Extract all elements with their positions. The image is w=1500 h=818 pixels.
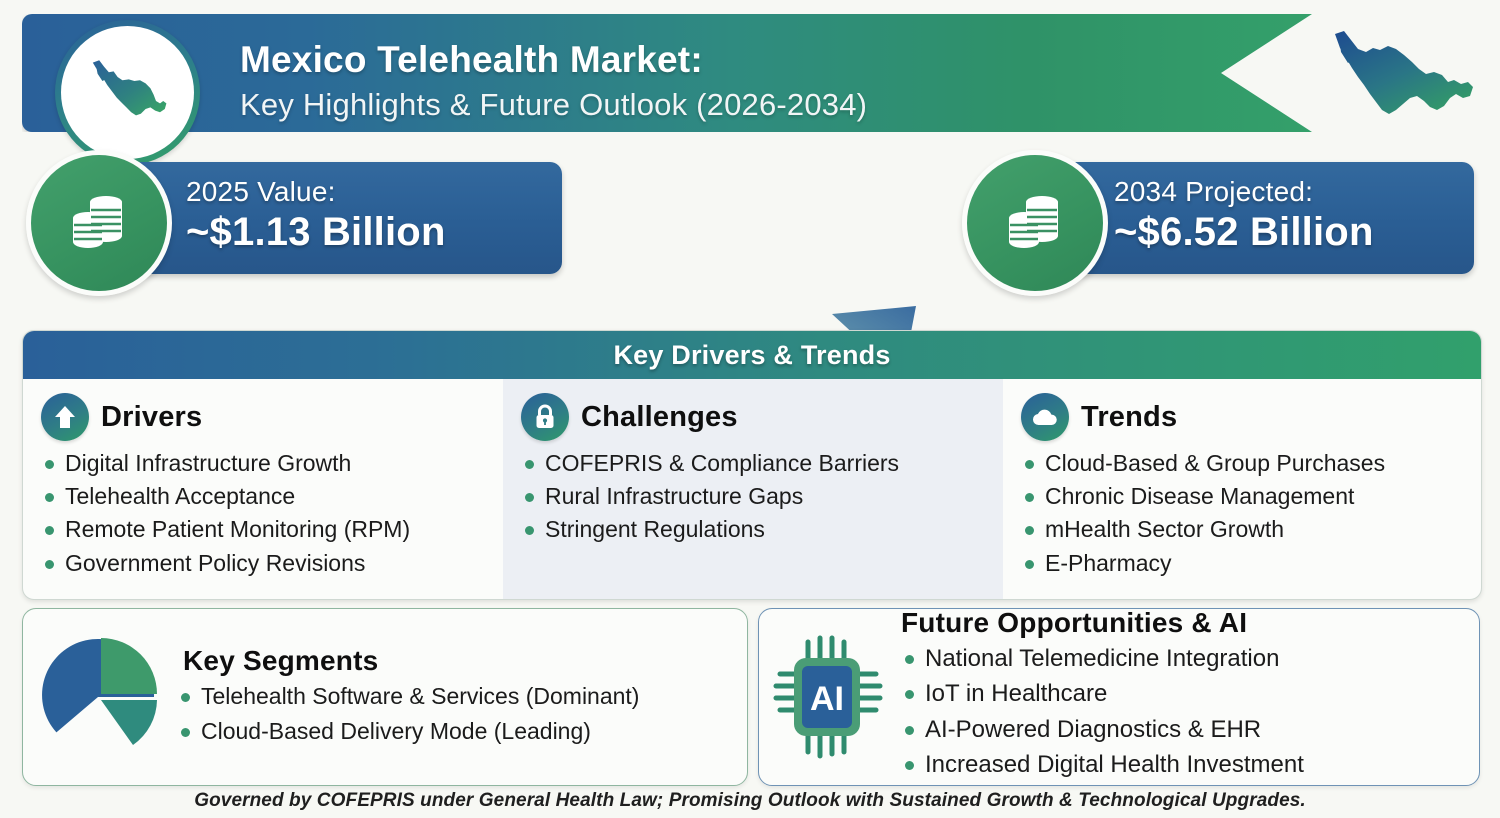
- column-title: Challenges: [581, 400, 738, 433]
- coin-stack-icon: [73, 196, 122, 248]
- column-header: Drivers: [41, 393, 487, 441]
- list-item: Telehealth Software & Services (Dominant…: [177, 680, 737, 713]
- page-subtitle: Key Highlights & Future Outlook (2026-20…: [240, 86, 868, 122]
- list-item: Chronic Disease Management: [1021, 480, 1465, 512]
- lock-icon: [536, 404, 554, 428]
- stat-card-2034-projected: 2034 Projected: ~$6.52 Billion: [962, 150, 1474, 296]
- ai-chip-wrap: AI: [759, 632, 899, 762]
- list-item: Government Policy Revisions: [41, 547, 487, 579]
- ai-chip-icon: AI: [773, 635, 883, 759]
- list-item: Telehealth Acceptance: [41, 480, 487, 512]
- stat-label: 2034 Projected:: [1114, 176, 1314, 207]
- key-segments-card: Key Segments Telehealth Software & Servi…: [22, 608, 748, 786]
- page-title: Mexico Telehealth Market:: [240, 39, 703, 80]
- key-drivers-panel: Key Drivers & Trends Drivers Digital Inf…: [22, 330, 1482, 600]
- header-logo-badge: [55, 20, 200, 165]
- column-challenges: Challenges COFEPRIS & Compliance Barrier…: [503, 379, 1003, 599]
- list-item: Remote Patient Monitoring (RPM): [41, 513, 487, 545]
- ai-chip-label: AI: [810, 680, 844, 718]
- panel-heading-text: Key Drivers & Trends: [613, 339, 891, 370]
- mexico-map-icon: [1335, 31, 1473, 114]
- stat-card-2025-value: 2025 Value: ~$1.13 Billion: [26, 150, 562, 296]
- lock-badge: [521, 393, 569, 441]
- list-item: Stringent Regulations: [521, 513, 987, 545]
- card-title: Key Segments: [183, 645, 379, 677]
- header-side-map: [1318, 22, 1490, 142]
- list-item: Rural Infrastructure Gaps: [521, 480, 987, 512]
- cloud-icon: [1032, 409, 1057, 426]
- list-item: Cloud-Based Delivery Mode (Leading): [177, 715, 737, 748]
- header-ribbon: [22, 14, 1312, 132]
- pie-chart-wrap: [23, 631, 173, 763]
- segments-body: Key Segments Telehealth Software & Servi…: [173, 645, 747, 749]
- column-title: Drivers: [101, 400, 203, 433]
- segments-list: Telehealth Software & Services (Dominant…: [177, 680, 737, 748]
- trends-list: Cloud-Based & Group Purchases Chronic Di…: [1021, 447, 1465, 579]
- list-item: Increased Digital Health Investment: [901, 748, 1469, 782]
- footer-note: Governed by COFEPRIS under General Healt…: [194, 790, 1306, 811]
- list-item: IoT in Healthcare: [901, 677, 1469, 711]
- future-opportunities-card: AI Future Opportunities & AI National Te…: [758, 607, 1480, 786]
- list-item: COFEPRIS & Compliance Barriers: [521, 447, 987, 479]
- column-header: Trends: [1021, 393, 1465, 441]
- up-arrow-icon: [55, 406, 75, 428]
- list-item: Digital Infrastructure Growth: [41, 447, 487, 479]
- stat-text: 2025 Value: ~$1.13 Billion: [186, 176, 446, 255]
- stat-value: ~$6.52 Billion: [1114, 210, 1374, 254]
- column-title: Trends: [1081, 400, 1178, 433]
- panel-header: Key Drivers & Trends: [23, 331, 1481, 379]
- stat-label: 2025 Value:: [186, 176, 336, 207]
- header-title-block: Mexico Telehealth Market: Key Highlights…: [240, 38, 867, 124]
- column-trends: Trends Cloud-Based & Group Purchases Chr…: [1003, 379, 1481, 599]
- stat-value: ~$1.13 Billion: [186, 210, 446, 254]
- card-title: Future Opportunities & AI: [901, 607, 1248, 639]
- stats-row: 2025 Value: ~$1.13 Billion CAGR ~21.5% (…: [0, 150, 1500, 492]
- drivers-list: Digital Infrastructure Growth Telehealth…: [41, 447, 487, 579]
- list-item: AI-Powered Diagnostics & EHR: [901, 713, 1469, 747]
- header-banner: Mexico Telehealth Market: Key Highlights…: [22, 14, 1312, 159]
- future-body: Future Opportunities & AI National Telem…: [899, 607, 1479, 782]
- coin-stack-badge: [962, 150, 1108, 296]
- pie-chart-icon: [42, 638, 157, 745]
- future-list: National Telemedicine Integration IoT in…: [901, 642, 1469, 781]
- list-item: National Telemedicine Integration: [901, 642, 1469, 676]
- list-item: mHealth Sector Growth: [1021, 513, 1465, 545]
- column-header: Challenges: [521, 393, 987, 441]
- panel-columns: Drivers Digital Infrastructure Growth Te…: [23, 379, 1481, 599]
- list-item: E-Pharmacy: [1021, 547, 1465, 579]
- stat-text: 2034 Projected: ~$6.52 Billion: [1114, 176, 1374, 255]
- mexico-map-icon: [92, 59, 166, 115]
- challenges-list: COFEPRIS & Compliance Barriers Rural Inf…: [521, 447, 987, 546]
- list-item: Cloud-Based & Group Purchases: [1021, 447, 1465, 479]
- column-drivers: Drivers Digital Infrastructure Growth Te…: [23, 379, 503, 599]
- up-arrow-badge: [41, 393, 89, 441]
- coin-stack-icon: [1009, 196, 1058, 248]
- cloud-badge: [1021, 393, 1069, 441]
- coin-stack-badge: [26, 150, 172, 296]
